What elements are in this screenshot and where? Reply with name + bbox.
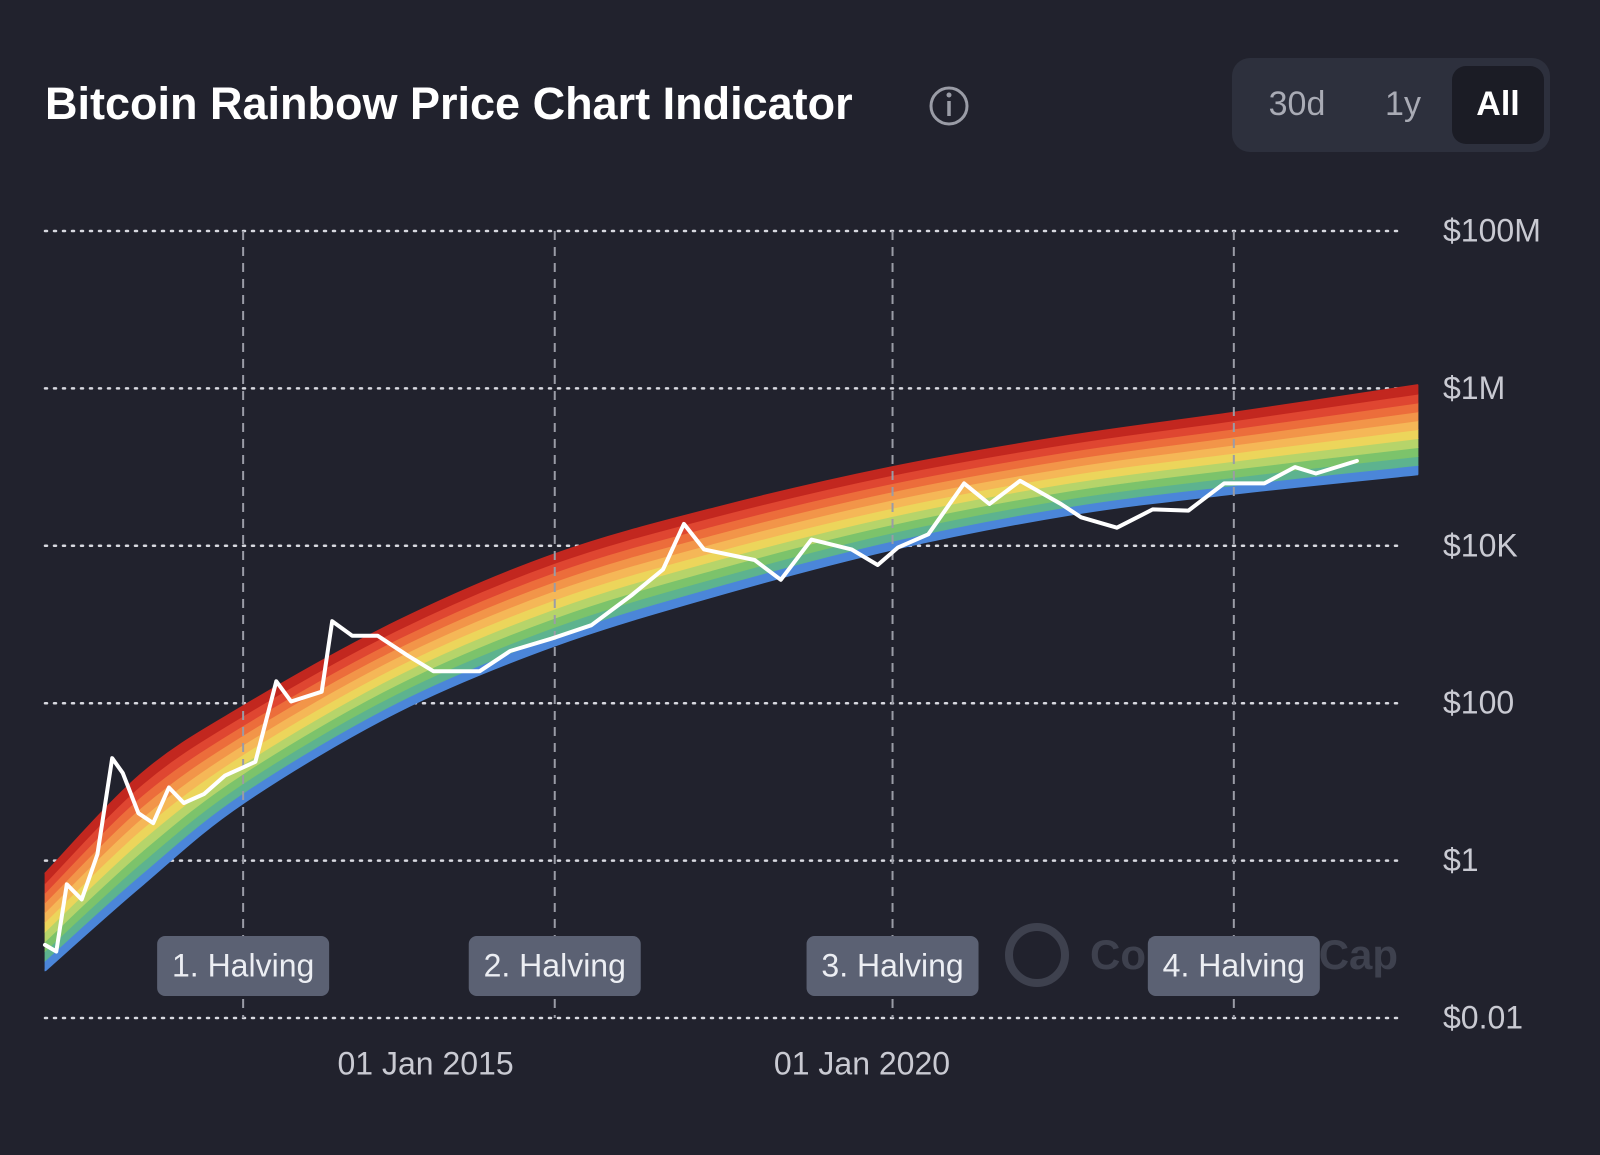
price-line — [43, 458, 1359, 954]
rainbow-lower-edge — [44, 473, 1419, 972]
y-tick-label: $10K — [1443, 527, 1518, 563]
y-tick-label: $1 — [1443, 842, 1479, 878]
halving-label: 1. Halving — [172, 947, 314, 983]
range-button-label: 1y — [1385, 85, 1421, 123]
rainbow-upper-edge — [44, 384, 1419, 875]
y-tick-label: $100 — [1443, 685, 1514, 721]
range-button[interactable]: 1y — [1385, 85, 1421, 123]
range-button-label: 30d — [1269, 85, 1326, 123]
info-icon[interactable] — [929, 86, 969, 126]
watermark-logo — [1005, 923, 1069, 987]
info-dot — [946, 92, 952, 98]
chart-title: Bitcoin Rainbow Price Chart Indicator — [45, 78, 853, 129]
range-button-label: All — [1476, 85, 1519, 123]
y-tick-label: $0.01 — [1443, 999, 1523, 1035]
info-circle — [929, 86, 969, 126]
range-button[interactable]: All — [1452, 66, 1544, 144]
halving-label: 4. Halving — [1163, 947, 1305, 983]
halving-badge — [468, 936, 641, 996]
halving-badge — [806, 936, 979, 996]
y-tick-label: $100M — [1443, 212, 1541, 248]
halving-badge — [157, 936, 330, 996]
x-tick-label: 01 Jan 2020 — [774, 1045, 950, 1081]
range-button[interactable]: 30d — [1269, 85, 1326, 123]
range-button-active-bg — [1452, 66, 1544, 144]
x-tick-label: 01 Jan 2015 — [337, 1045, 513, 1081]
halving-label: 2. Halving — [484, 947, 626, 983]
halving-label: 3. Halving — [821, 947, 963, 983]
y-tick-label: $1M — [1443, 370, 1505, 406]
halving-badge — [1147, 936, 1320, 996]
